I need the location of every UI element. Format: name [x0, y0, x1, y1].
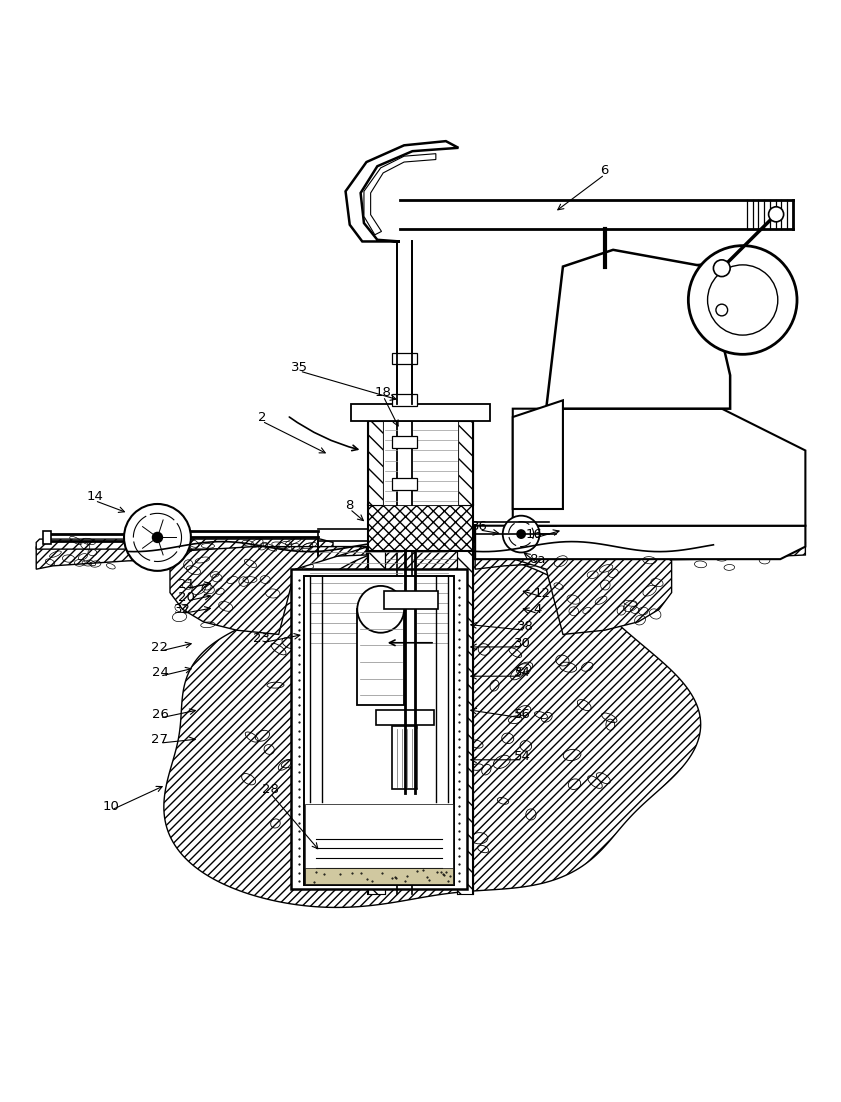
Circle shape: [152, 532, 162, 542]
Bar: [304, 576, 454, 885]
Bar: [352, 404, 489, 421]
Polygon shape: [512, 409, 805, 526]
Bar: [398, 444, 421, 457]
Text: 35: 35: [291, 360, 308, 374]
Polygon shape: [346, 141, 458, 241]
Text: 36: 36: [471, 519, 488, 532]
Polygon shape: [473, 547, 671, 635]
Bar: [357, 609, 404, 705]
Text: 18: 18: [374, 386, 391, 399]
Polygon shape: [475, 526, 805, 560]
Text: 34: 34: [514, 666, 531, 679]
Text: 24: 24: [151, 666, 168, 679]
Bar: [392, 478, 417, 490]
Text: 20: 20: [178, 591, 195, 604]
Bar: [457, 547, 473, 894]
Bar: [305, 868, 452, 884]
Polygon shape: [512, 400, 563, 509]
Bar: [368, 505, 473, 551]
Polygon shape: [475, 542, 805, 570]
Bar: [383, 421, 458, 505]
Bar: [43, 531, 51, 544]
Text: 56: 56: [514, 707, 531, 721]
Circle shape: [357, 586, 404, 633]
Polygon shape: [164, 545, 701, 908]
Text: 28: 28: [262, 782, 278, 796]
Text: 21: 21: [178, 577, 195, 591]
Bar: [368, 547, 384, 894]
Text: 14: 14: [87, 490, 103, 504]
Bar: [392, 353, 417, 365]
Text: 26: 26: [151, 707, 168, 721]
Text: 30: 30: [514, 637, 531, 649]
Circle shape: [716, 304, 727, 316]
Polygon shape: [684, 259, 750, 342]
Circle shape: [768, 207, 783, 223]
Polygon shape: [170, 547, 368, 635]
Text: 23: 23: [253, 633, 270, 646]
Bar: [305, 804, 452, 884]
Bar: [383, 591, 438, 609]
Circle shape: [124, 505, 191, 571]
Circle shape: [713, 260, 730, 277]
Text: 6: 6: [600, 164, 609, 177]
Text: 8a: 8a: [529, 553, 546, 565]
Polygon shape: [36, 539, 333, 549]
Bar: [398, 411, 421, 424]
Text: 16: 16: [525, 528, 542, 541]
Bar: [398, 477, 421, 490]
Circle shape: [707, 266, 777, 335]
Circle shape: [516, 530, 525, 539]
Text: 8: 8: [346, 498, 354, 511]
Bar: [392, 436, 417, 449]
Polygon shape: [36, 547, 366, 570]
Text: 54: 54: [514, 749, 531, 763]
Bar: [475, 526, 805, 542]
Bar: [291, 570, 467, 888]
Text: 38: 38: [516, 619, 533, 633]
Bar: [392, 726, 417, 789]
Bar: [375, 710, 434, 725]
Bar: [458, 421, 473, 505]
Polygon shape: [363, 154, 436, 235]
Circle shape: [688, 246, 796, 355]
Text: 10: 10: [103, 799, 119, 812]
Text: 22: 22: [151, 640, 168, 653]
Text: 32: 32: [174, 603, 191, 616]
Text: 4: 4: [533, 603, 542, 616]
Text: 12: 12: [533, 586, 550, 599]
Text: 27: 27: [151, 733, 168, 746]
Polygon shape: [546, 250, 730, 409]
Circle shape: [502, 516, 539, 553]
Bar: [368, 421, 383, 505]
Bar: [392, 395, 417, 407]
Text: 2: 2: [257, 411, 266, 424]
